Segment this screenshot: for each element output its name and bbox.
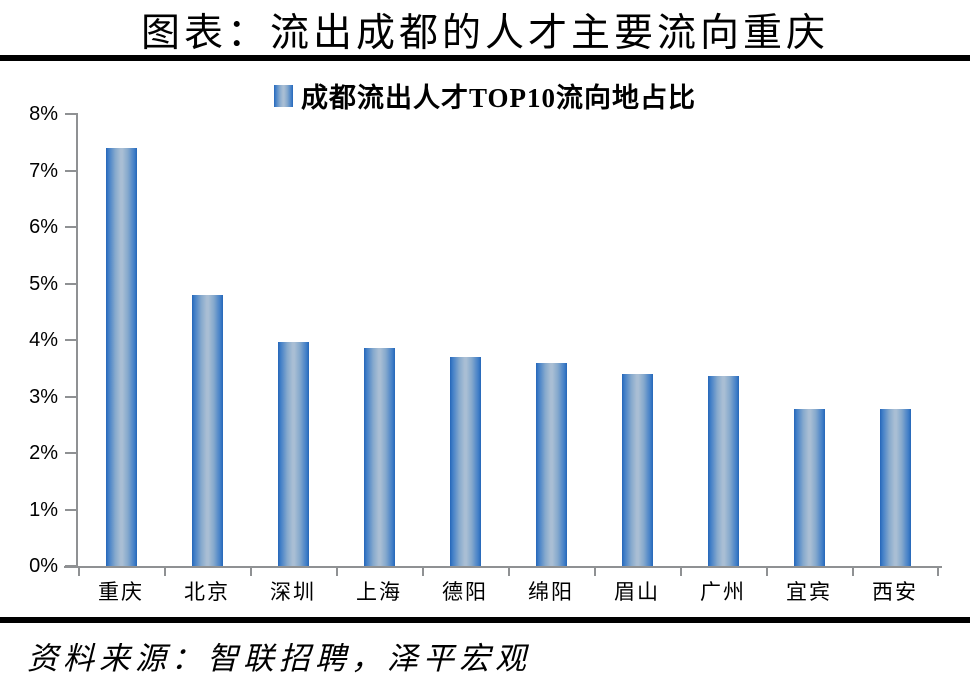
y-tick bbox=[65, 113, 76, 115]
y-axis-label: 2% bbox=[29, 442, 58, 464]
chart-legend: 成都流出人才TOP10流向地占比 bbox=[0, 76, 970, 115]
x-axis-line bbox=[64, 566, 942, 568]
bar bbox=[105, 147, 137, 566]
y-axis-label: 0% bbox=[29, 555, 58, 577]
x-tick bbox=[766, 567, 768, 576]
x-axis-label: 德阳 bbox=[442, 580, 488, 604]
bar bbox=[191, 295, 223, 566]
y-tick bbox=[65, 565, 76, 567]
bar bbox=[621, 374, 653, 566]
x-tick bbox=[937, 567, 939, 576]
x-axis-label: 重庆 bbox=[98, 580, 144, 604]
x-tick bbox=[594, 567, 596, 576]
y-axis-label: 8% bbox=[29, 103, 58, 125]
x-tick bbox=[508, 567, 510, 576]
x-axis-label: 深圳 bbox=[270, 580, 316, 604]
y-axis-line bbox=[76, 113, 78, 568]
x-axis-label: 宜宾 bbox=[786, 580, 832, 604]
x-tick bbox=[336, 567, 338, 576]
y-tick bbox=[65, 169, 76, 172]
bar bbox=[535, 363, 567, 566]
x-axis-label: 上海 bbox=[356, 580, 402, 604]
y-axis-label: 6% bbox=[29, 216, 58, 238]
x-axis-label: 眉山 bbox=[614, 580, 660, 604]
page-title: 图表：流出成都的人才主要流向重庆 bbox=[140, 12, 829, 55]
bar bbox=[363, 347, 395, 566]
x-tick bbox=[680, 567, 682, 576]
x-tick bbox=[78, 567, 80, 576]
y-axis-label: 3% bbox=[29, 385, 58, 408]
y-tick bbox=[65, 452, 76, 454]
x-axis-label: 绵阳 bbox=[528, 580, 574, 604]
x-tick bbox=[422, 567, 424, 576]
bar bbox=[277, 341, 309, 566]
y-tick bbox=[65, 395, 76, 398]
bar bbox=[793, 408, 825, 566]
y-tick bbox=[65, 226, 76, 228]
x-tick bbox=[852, 567, 854, 576]
bar bbox=[449, 356, 481, 566]
y-tick bbox=[65, 282, 76, 285]
y-axis-label: 1% bbox=[29, 498, 58, 521]
bar bbox=[879, 408, 911, 566]
bottom-divider-rule bbox=[0, 617, 970, 623]
y-axis-label: 5% bbox=[29, 272, 58, 295]
chart-plot-area: 0% 1% 2% 3% 4% 5% 6% 7% 8% 重庆 北京 深圳 上海 德阳 绵阳 眉山 广州 宜宾 西安 bbox=[29, 104, 942, 604]
bar bbox=[707, 376, 739, 566]
y-axis-label: 4% bbox=[29, 329, 58, 351]
y-axis-label: 7% bbox=[29, 159, 58, 182]
y-tick bbox=[65, 508, 76, 511]
legend-label: 成都流出人才TOP10流向地占比 bbox=[300, 83, 696, 113]
x-tick bbox=[250, 567, 252, 576]
x-tick bbox=[164, 567, 166, 576]
source-note: 资料来源：智联招聘，泽平宏观 bbox=[27, 641, 531, 676]
x-axis-label: 北京 bbox=[184, 580, 230, 604]
legend-swatch-icon bbox=[273, 84, 293, 107]
top-divider-rule bbox=[0, 55, 970, 61]
x-axis-label: 西安 bbox=[872, 580, 918, 604]
y-tick bbox=[65, 339, 76, 341]
x-axis-label: 广州 bbox=[700, 580, 746, 604]
